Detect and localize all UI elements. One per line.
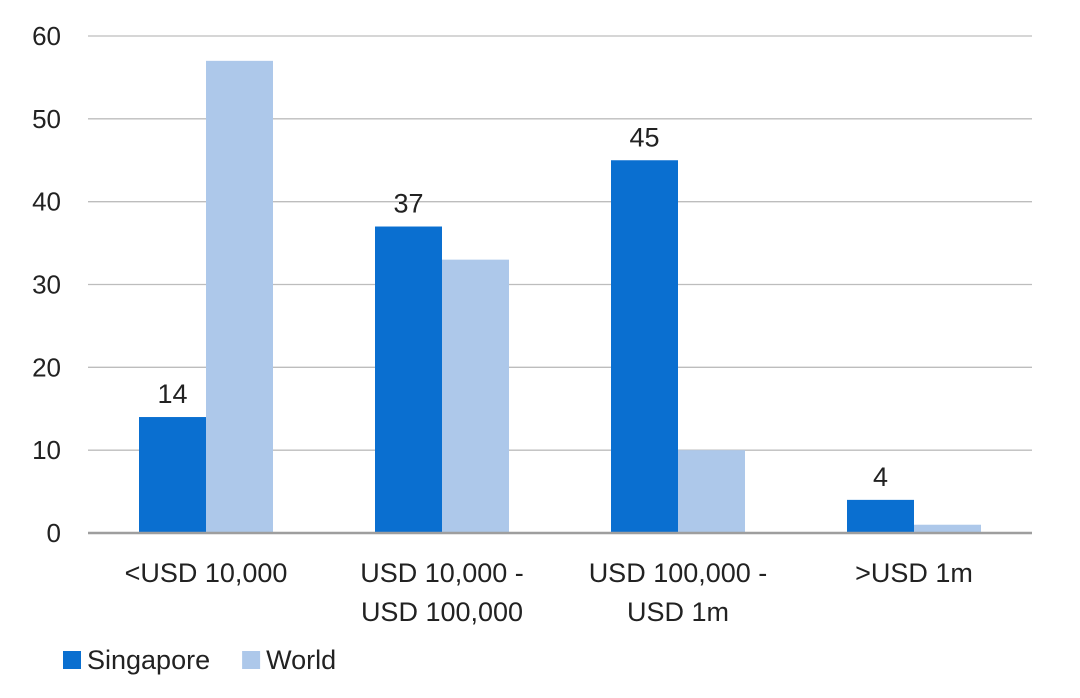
data-label-singapore: 14	[157, 379, 187, 409]
legend-label-singapore: Singapore	[87, 645, 210, 675]
y-tick-label: 60	[32, 21, 61, 51]
bar-singapore-3	[847, 499, 914, 533]
bar-singapore-0	[139, 417, 206, 533]
x-category-label: USD 1m	[627, 597, 729, 627]
y-tick-label: 10	[32, 435, 61, 465]
x-category-label: >USD 1m	[855, 558, 973, 588]
y-tick-label: 50	[32, 104, 61, 134]
legend: Singapore World	[63, 645, 336, 675]
bar-world-3	[914, 524, 981, 533]
legend-label-world: World	[266, 645, 336, 675]
legend-swatch-singapore	[63, 651, 81, 669]
data-label-singapore: 4	[873, 462, 888, 492]
data-labels: 14 37 45 4	[157, 122, 888, 492]
y-axis-tick-labels: 0 10 20 30 40 50 60	[32, 21, 61, 548]
bar-world-2	[678, 450, 745, 533]
bar-world-1	[442, 259, 509, 533]
y-tick-label: 20	[32, 352, 61, 382]
bars	[139, 60, 981, 533]
x-category-label: USD 100,000 -	[589, 558, 768, 588]
bar-world-0	[206, 60, 273, 533]
data-label-singapore: 45	[629, 122, 659, 152]
data-label-singapore: 37	[393, 189, 423, 219]
y-tick-label: 40	[32, 187, 61, 217]
y-tick-label: 0	[47, 518, 61, 548]
x-category-label: <USD 10,000	[125, 558, 288, 588]
y-tick-label: 30	[32, 270, 61, 300]
x-category-label: USD 100,000	[361, 597, 523, 627]
bar-singapore-2	[611, 160, 678, 533]
bar-singapore-1	[375, 226, 442, 533]
legend-swatch-world	[242, 651, 261, 669]
x-axis-category-labels: <USD 10,000 USD 10,000 - USD 100,000 USD 10…	[125, 558, 973, 627]
x-category-label: USD 10,000 -	[360, 558, 524, 588]
